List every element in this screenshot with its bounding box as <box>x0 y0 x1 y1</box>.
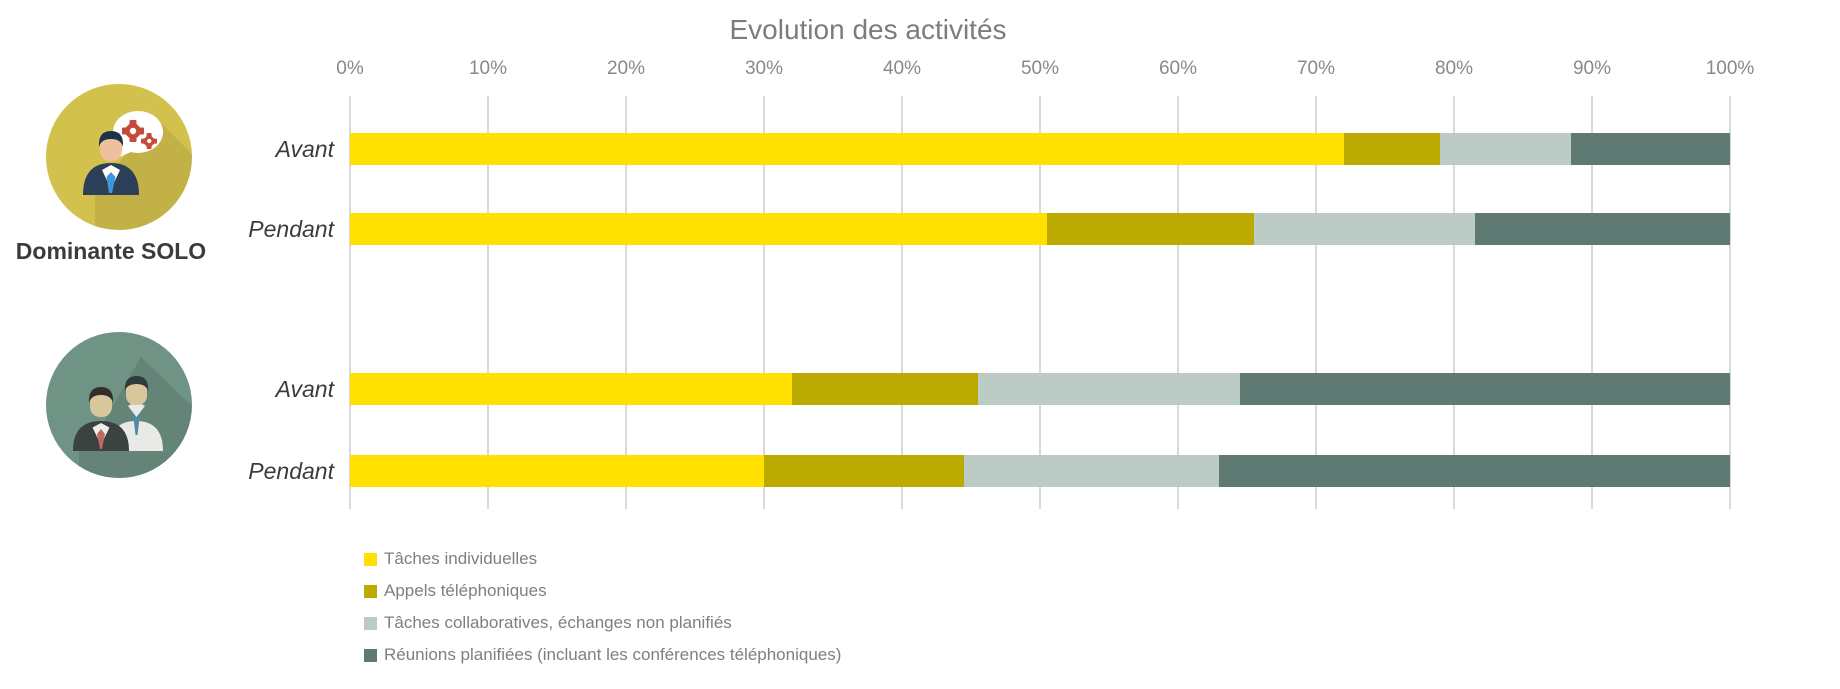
gridline <box>1315 96 1317 509</box>
x-axis-tick-label: 10% <box>468 58 508 79</box>
legend-label: Tâches individuelles <box>384 549 538 568</box>
solo-person-speech-gears-icon <box>46 84 192 230</box>
gridline <box>1177 96 1179 509</box>
x-axis-tick-label: 90% <box>1572 58 1612 79</box>
bar-segment <box>1440 133 1572 165</box>
legend-label: Réunions planifiées (incluant les confér… <box>384 645 842 664</box>
legend-item: Réunions planifiées (incluant les confér… <box>364 642 841 668</box>
bar-segment <box>764 455 965 487</box>
bar-segment <box>791 373 978 405</box>
legend-swatch <box>364 552 377 566</box>
legend-item: Tâches individuelles <box>364 546 537 572</box>
bar-segment <box>964 455 1220 487</box>
legend-swatch <box>364 648 377 662</box>
x-axis-tick-label: 30% <box>744 58 784 79</box>
duo-people-icon <box>46 332 192 478</box>
chart-title: Evolution des activités <box>729 14 1007 45</box>
x-axis-tick-label: 70% <box>1296 58 1336 79</box>
bar-segment <box>977 373 1241 405</box>
row-label: Pendant <box>248 216 334 242</box>
legend-label: Appels téléphoniques <box>384 581 547 600</box>
row-label: Avant <box>275 136 334 162</box>
bar-segment <box>1474 213 1730 245</box>
bar-segment <box>1571 133 1730 165</box>
row-label: Avant <box>275 376 334 402</box>
x-axis-tick-label: 40% <box>882 58 922 79</box>
gridline <box>901 96 903 509</box>
x-axis-tick-label: 0% <box>336 58 364 79</box>
legend-swatch <box>364 584 377 598</box>
legend-label: Tâches collaboratives, échanges non plan… <box>384 613 732 632</box>
x-axis-tick-label: 50% <box>1020 58 1060 79</box>
gridline <box>1453 96 1455 509</box>
gridline <box>763 96 765 509</box>
x-axis-tick-label: 60% <box>1158 58 1198 79</box>
legend-item: Tâches collaboratives, échanges non plan… <box>364 610 732 636</box>
bar-segment <box>1240 373 1730 405</box>
bar-segment <box>1253 213 1475 245</box>
gridline <box>1729 96 1731 509</box>
bar-segment <box>350 455 764 487</box>
x-axis-tick-label: 80% <box>1434 58 1474 79</box>
gridline <box>349 96 351 509</box>
legend-item: Appels téléphoniques <box>364 578 547 604</box>
bar-segment <box>1219 455 1730 487</box>
gridline <box>1039 96 1041 509</box>
gridline <box>1591 96 1593 509</box>
group-label-dominante-solo: Dominante SOLO <box>15 238 207 264</box>
bar-segment <box>1046 213 1254 245</box>
x-axis-tick-label: 100% <box>1705 58 1755 79</box>
bar-segment <box>350 133 1344 165</box>
front-person <box>73 387 129 451</box>
legend-swatch <box>364 616 377 630</box>
gridline <box>625 96 627 509</box>
x-axis-tick-label: 20% <box>606 58 646 79</box>
row-label: Pendant <box>248 458 334 484</box>
gridline <box>487 96 489 509</box>
bar-segment <box>350 373 792 405</box>
bar-segment <box>1343 133 1441 165</box>
bar-segment <box>350 213 1047 245</box>
